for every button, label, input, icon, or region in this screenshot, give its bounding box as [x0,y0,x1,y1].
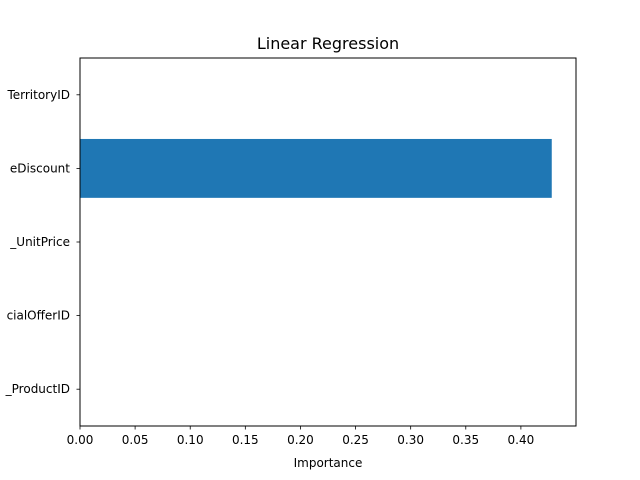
y-tick-label-3: eDiscount [10,161,70,175]
x-axis-label: Importance [294,456,363,470]
x-tick-label-6: 0.30 [397,433,424,447]
x-tick-label-8: 0.40 [508,433,535,447]
x-ticks-group: 0.00 0.05 0.10 0.15 0.20 0.25 0.30 0.35 0.40 [67,426,535,447]
bars-group [80,138,552,198]
y-ticks-group: _ProductID cialOfferID _UnitPrice eDiscount… [5,88,80,396]
x-tick-label-0: 0.00 [67,433,94,447]
chart-title: Linear Regression [257,34,399,53]
x-tick-label-5: 0.25 [342,433,369,447]
y-tick-label-4: TerritoryID [6,88,70,102]
y-tick-label-1: cialOfferID [7,309,70,323]
bar-3 [80,138,552,198]
plot-frame [79,57,577,427]
y-tick-label-0: _ProductID [5,382,70,396]
x-tick-label-7: 0.35 [452,433,479,447]
x-tick-label-3: 0.15 [232,433,259,447]
x-tick-label-1: 0.05 [122,433,149,447]
x-tick-label-4: 0.20 [287,433,314,447]
y-tick-label-2: _UnitPrice [9,235,70,249]
x-tick-label-2: 0.10 [177,433,204,447]
